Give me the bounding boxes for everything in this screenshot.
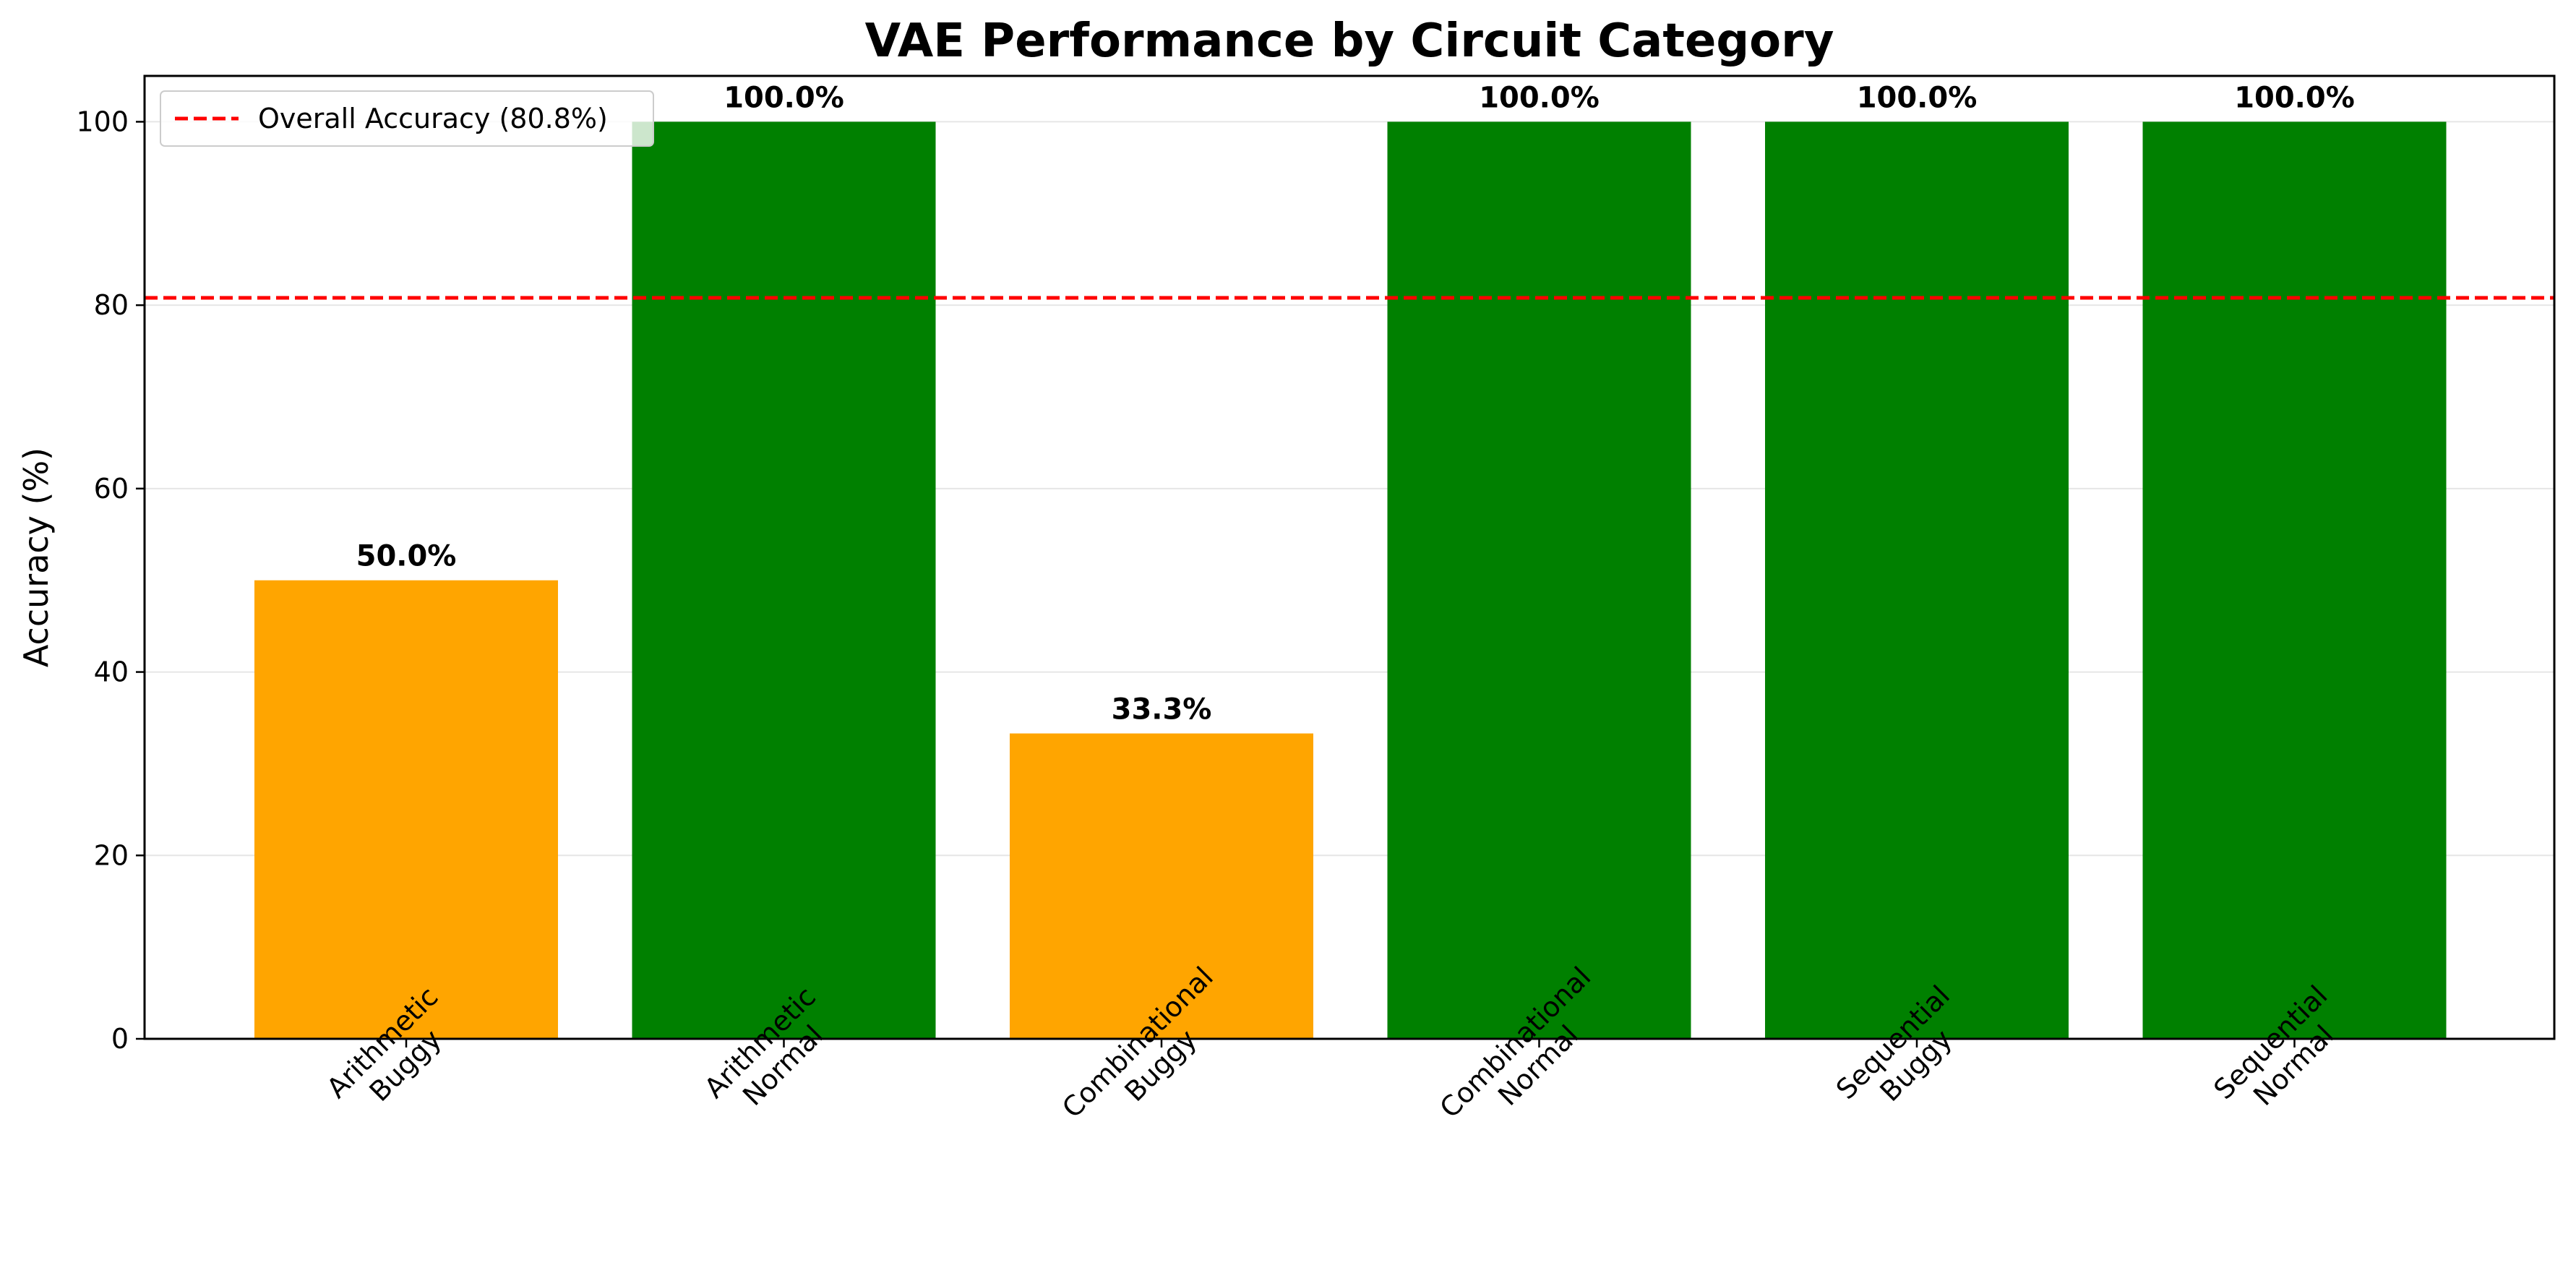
- y-tick-label: 20: [94, 839, 129, 871]
- bar-value-label: 33.3%: [1112, 693, 1212, 727]
- legend: Overall Accuracy (80.8%): [160, 90, 654, 147]
- plot-frame: [143, 74, 2556, 1040]
- axes: [136, 74, 2556, 1047]
- chart-title: VAE Performance by Circuit Category: [865, 14, 1834, 68]
- bar: [1765, 121, 2069, 1039]
- y-tick-label: 80: [94, 289, 129, 321]
- bar-value-label: 100.0%: [1479, 81, 1600, 114]
- y-tick-label: 40: [94, 656, 129, 688]
- bar: [1010, 733, 1313, 1039]
- bar-value-label: 100.0%: [1857, 81, 1978, 114]
- bar-value-label: 100.0%: [724, 81, 844, 114]
- y-tick-label: 60: [94, 473, 129, 505]
- bar: [2142, 121, 2447, 1039]
- y-tick-label: 0: [111, 1023, 129, 1055]
- data-labels: 50.0% 100.0% 33.3% 100.0% 100.0% 100.0%: [356, 81, 2355, 726]
- legend-entry-label: Overall Accuracy (80.8%): [258, 103, 608, 134]
- legend-box: [160, 90, 654, 147]
- bar: [254, 580, 558, 1039]
- bar-value-label: 100.0%: [2234, 81, 2355, 114]
- bar: [1387, 121, 1691, 1039]
- bar: [632, 121, 936, 1039]
- bar-value-label: 50.0%: [356, 540, 457, 573]
- y-tick-label: 100: [76, 106, 129, 137]
- bars: [254, 121, 2447, 1039]
- y-axis-label: Accuracy (%): [17, 447, 56, 667]
